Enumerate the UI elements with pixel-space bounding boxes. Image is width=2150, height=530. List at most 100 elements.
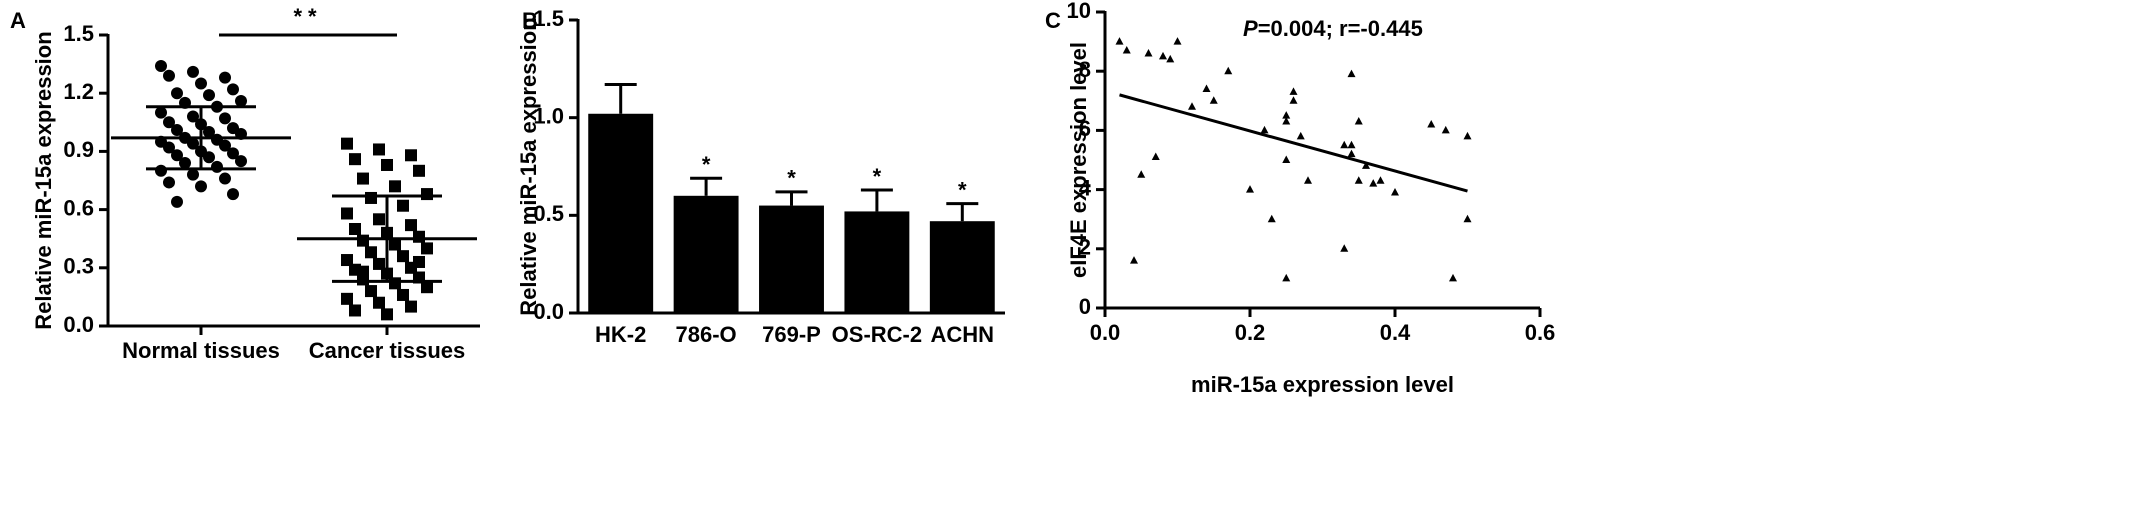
data-point <box>1340 244 1349 252</box>
data-point <box>1449 273 1457 282</box>
annotation-stats: =0.004; r=-0.445 <box>1258 16 1423 41</box>
data-point <box>341 254 353 267</box>
data-point <box>211 160 223 173</box>
data-point <box>421 281 433 294</box>
data-point <box>219 172 231 185</box>
data-point <box>203 126 215 138</box>
data-point <box>155 60 167 73</box>
y-tick-label: 0.0 <box>533 299 564 324</box>
bar <box>673 195 739 313</box>
data-point <box>1267 214 1276 223</box>
data-point <box>187 137 199 150</box>
data-point <box>1202 84 1211 92</box>
data-point <box>357 172 369 185</box>
data-point <box>1144 48 1153 57</box>
data-point <box>373 213 385 226</box>
data-point <box>373 143 385 156</box>
data-point <box>1463 131 1472 140</box>
data-point <box>187 65 199 78</box>
significance-label: * <box>873 164 882 189</box>
data-point <box>163 176 175 189</box>
data-point <box>187 168 199 181</box>
data-point <box>365 246 377 259</box>
data-point <box>341 137 353 150</box>
data-point <box>227 83 239 96</box>
data-point <box>227 147 239 160</box>
data-point <box>1209 96 1218 104</box>
data-point <box>163 116 175 129</box>
data-point <box>389 277 401 290</box>
data-point <box>1362 161 1370 169</box>
y-tick-label: 10 <box>1067 0 1091 23</box>
data-point <box>1282 155 1291 163</box>
data-point <box>1289 87 1298 95</box>
panel-label: B <box>522 8 538 33</box>
data-point <box>1130 256 1138 264</box>
panel-label: A <box>10 8 26 33</box>
data-point <box>349 304 361 317</box>
data-point <box>171 195 183 208</box>
data-point <box>203 89 215 102</box>
x-tick-label: ACHN <box>931 322 995 347</box>
data-point <box>171 149 183 162</box>
data-point <box>373 257 385 270</box>
data-point <box>1427 119 1436 128</box>
y-axis-title: Relative miR-15a expression <box>516 17 541 315</box>
data-point <box>195 180 207 193</box>
significance-label: * <box>702 152 711 177</box>
significance-label: * <box>787 166 796 191</box>
y-tick-label: 1.0 <box>533 103 564 128</box>
data-point <box>1188 102 1196 110</box>
data-point <box>235 94 247 107</box>
data-point <box>1151 152 1160 161</box>
x-tick-label: 769-P <box>762 322 821 347</box>
data-point <box>1282 111 1291 119</box>
significance-label: ** <box>293 4 322 29</box>
data-point <box>163 69 175 82</box>
data-point <box>219 139 231 152</box>
data-point <box>405 300 417 313</box>
x-tick-label: 0.0 <box>1090 320 1121 345</box>
data-point <box>235 155 247 168</box>
data-point <box>1441 125 1450 134</box>
y-tick-label: 0.5 <box>533 201 564 226</box>
x-tick-label: Normal tissues <box>122 338 280 363</box>
data-point <box>1347 69 1356 78</box>
data-point <box>405 219 417 232</box>
data-point <box>413 164 425 177</box>
data-point <box>203 151 215 164</box>
data-point <box>389 180 401 193</box>
x-tick-label: Cancer tissues <box>309 338 466 363</box>
y-tick-label: 6 <box>1079 116 1091 141</box>
y-tick-label: 0.9 <box>63 137 94 162</box>
data-point <box>1376 176 1385 184</box>
data-point <box>155 106 167 119</box>
data-point <box>1159 51 1167 60</box>
y-tick-label: 0.6 <box>63 195 94 220</box>
data-point <box>341 207 353 220</box>
data-point <box>1296 131 1305 140</box>
data-point <box>171 87 183 100</box>
y-tick-label: 1.5 <box>63 21 94 46</box>
data-point <box>171 124 183 137</box>
data-point <box>227 188 239 201</box>
annotation: P=0.004; r=-0.445 <box>1243 16 1423 41</box>
data-point <box>397 199 409 212</box>
data-point <box>1224 66 1233 75</box>
bar <box>759 205 824 313</box>
data-point <box>219 112 231 125</box>
data-point <box>357 234 369 247</box>
data-point <box>397 288 409 301</box>
x-tick-label: OS-RC-2 <box>832 322 922 347</box>
x-tick-label: 786-O <box>676 322 737 347</box>
data-point <box>405 149 417 162</box>
panel-label: C <box>1045 8 1061 33</box>
x-axis-title: miR-15a expression level <box>1191 372 1454 397</box>
data-point <box>397 250 409 263</box>
y-tick-label: 1.5 <box>533 6 564 31</box>
significance-label: * <box>958 177 967 202</box>
data-point <box>1246 185 1254 193</box>
data-point <box>1347 140 1356 149</box>
data-point <box>219 71 231 84</box>
